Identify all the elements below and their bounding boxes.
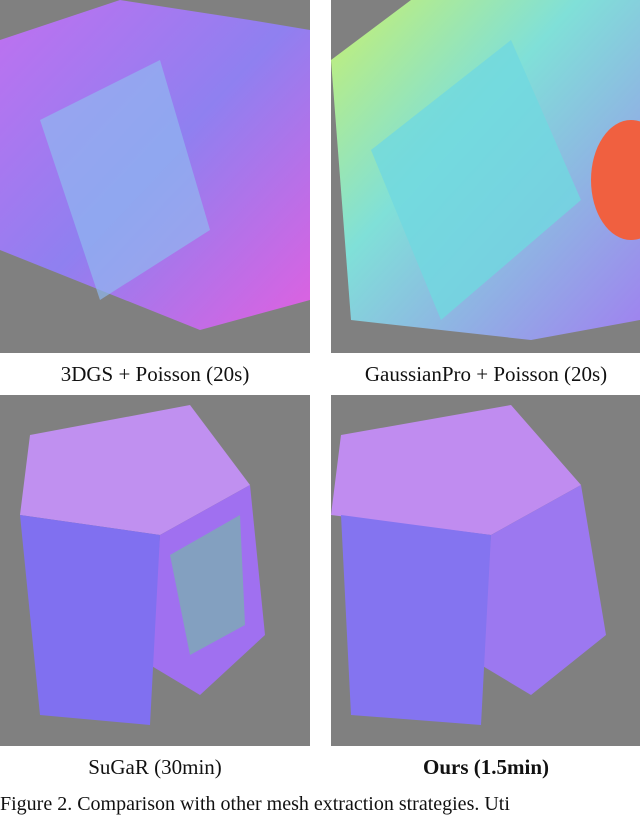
- panel-label: SuGaR (30min): [88, 755, 222, 779]
- mesh-render-image: [0, 0, 310, 330]
- panel-label: GaussianPro + Poisson (20s): [364, 362, 608, 386]
- panel-label: 3DGS + Poisson (20s): [60, 362, 250, 386]
- panel-3dgs-poisson: [0, 0, 310, 353]
- mesh-render-image: [331, 0, 640, 340]
- mesh-render-image: [331, 405, 606, 725]
- panel-gaussianpro-poisson: [331, 0, 640, 353]
- panel-label: Ours (1.5min): [423, 755, 549, 779]
- panel-sugar: [0, 395, 310, 746]
- figure-caption: Figure 2. Comparison with other mesh ext…: [0, 793, 510, 815]
- panel-ours: [331, 395, 640, 746]
- mesh-render-image: [20, 405, 265, 725]
